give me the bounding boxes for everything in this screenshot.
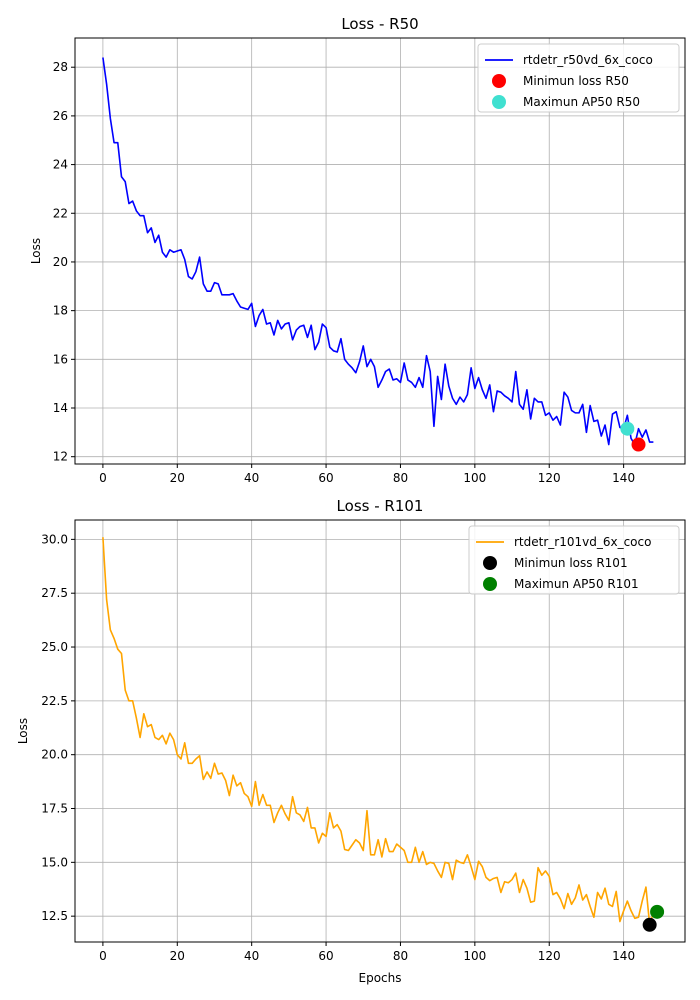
legend: rtdetr_r101vd_6x_coco Minimun loss R101 Ma… xyxy=(468,525,680,595)
series-line xyxy=(102,537,658,926)
y-tick-label: 28 xyxy=(53,60,68,74)
legend-marker xyxy=(483,577,497,591)
series-line xyxy=(102,57,654,446)
y-tick-label: 16 xyxy=(53,352,68,366)
legend-entry-label: rtdetr_r101vd_6x_coco xyxy=(514,535,651,549)
y-tick-label: 18 xyxy=(53,304,68,318)
x-tick-label: 120 xyxy=(538,949,561,963)
y-tick-label: 20 xyxy=(53,255,68,269)
x-tick-label: 80 xyxy=(393,949,408,963)
axes-frame xyxy=(74,519,686,943)
y-tick-label: 30.0 xyxy=(41,532,68,546)
legend: rtdetr_r50vd_6x_coco Minimun loss R50 Maxi… xyxy=(477,43,680,113)
y-axis-label: Loss xyxy=(29,238,43,264)
y-axis-label: Loss xyxy=(16,718,30,744)
legend-entry-label: Minimun loss R50 xyxy=(523,74,629,88)
legend-marker xyxy=(492,95,506,109)
legend-entry-label: Maximun AP50 R50 xyxy=(523,95,640,109)
marker-point xyxy=(642,917,657,932)
x-axis-label: Epochs xyxy=(359,971,402,985)
chart-title: Loss - R50 xyxy=(341,15,418,33)
legend-marker xyxy=(483,556,497,570)
y-tick-label: 12 xyxy=(53,450,68,464)
y-tick-label: 22.5 xyxy=(41,694,68,708)
legend-box xyxy=(468,525,680,595)
x-tick-label: 20 xyxy=(170,949,185,963)
x-tick-label: 0 xyxy=(99,949,107,963)
y-tick-label: 24 xyxy=(53,158,68,172)
x-tick-label: 100 xyxy=(463,949,486,963)
x-tick-label: 40 xyxy=(244,471,259,485)
y-tick-label: 20.0 xyxy=(41,748,68,762)
x-tick-label: 40 xyxy=(244,949,259,963)
y-tick-label: 14 xyxy=(53,401,68,415)
legend-marker xyxy=(492,74,506,88)
y-tick-label: 27.5 xyxy=(41,586,68,600)
legend-entry-label: rtdetr_r50vd_6x_coco xyxy=(523,53,653,67)
x-tick-label: 60 xyxy=(318,471,333,485)
x-tick-label: 100 xyxy=(463,471,486,485)
legend-box xyxy=(477,43,680,113)
y-tick-label: 26 xyxy=(53,109,68,123)
x-tick-label: 140 xyxy=(612,471,635,485)
legend-entry-label: Minimun loss R101 xyxy=(514,556,628,570)
x-tick-label: 20 xyxy=(170,471,185,485)
y-tick-label: 17.5 xyxy=(41,802,68,816)
x-tick-label: 80 xyxy=(393,471,408,485)
chart-panel-1: 0 20 40 60 80 100 120 140 12 14 16 18 20 22 24 26 28 Loss… xyxy=(29,15,686,485)
marker-point xyxy=(650,904,665,919)
y-tick-label: 12.5 xyxy=(41,909,68,923)
y-tick-label: 22 xyxy=(53,206,68,220)
axes-frame xyxy=(74,37,686,465)
x-tick-label: 60 xyxy=(318,949,333,963)
x-tick-label: 0 xyxy=(99,471,107,485)
marker-point xyxy=(631,437,646,452)
y-tick-label: 25.0 xyxy=(41,640,68,654)
chart-panel-2: 0 20 40 60 80 100 120 140 12.5 15.0 17.5 20.0 22.5 25… xyxy=(16,497,686,985)
legend-entry-label: Maximun AP50 R101 xyxy=(514,577,639,591)
chart-title: Loss - R101 xyxy=(337,497,424,515)
y-tick-label: 15.0 xyxy=(41,855,68,869)
x-tick-label: 120 xyxy=(538,471,561,485)
marker-point xyxy=(620,421,635,436)
x-tick-label: 140 xyxy=(612,949,635,963)
